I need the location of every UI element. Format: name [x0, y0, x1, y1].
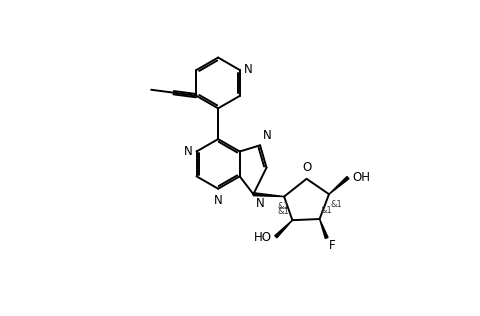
Text: N: N: [214, 194, 223, 207]
Text: N: N: [244, 63, 253, 76]
Text: N: N: [184, 145, 192, 158]
Text: &1: &1: [321, 206, 333, 216]
Text: N: N: [256, 197, 265, 210]
Text: F: F: [329, 239, 336, 252]
Polygon shape: [320, 219, 328, 239]
Text: HO: HO: [254, 231, 272, 244]
Text: O: O: [302, 161, 312, 173]
Polygon shape: [275, 220, 292, 238]
Text: &1: &1: [331, 199, 343, 209]
Text: &1: &1: [277, 203, 289, 211]
Polygon shape: [329, 177, 349, 194]
Text: &1: &1: [277, 207, 289, 216]
Text: OH: OH: [353, 171, 371, 184]
Text: N: N: [263, 129, 272, 142]
Polygon shape: [253, 193, 284, 197]
